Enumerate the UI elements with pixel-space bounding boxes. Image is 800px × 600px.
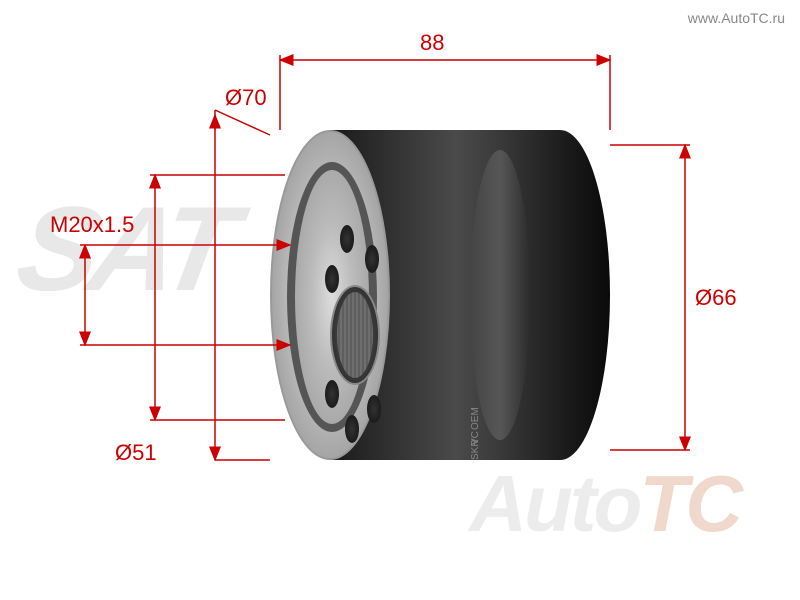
body-label-oem: OEM — [470, 407, 481, 430]
filter-endcap — [270, 130, 390, 460]
watermark-brand: SAT — [8, 180, 239, 318]
drain-hole — [325, 380, 339, 408]
thread-hole — [330, 285, 380, 385]
dim-gasket-dia: Ø51 — [115, 440, 157, 466]
watermark-url: www.AutoTC.ru — [688, 10, 785, 26]
drain-hole — [325, 265, 339, 293]
highlight — [470, 150, 530, 440]
drain-hole — [365, 245, 379, 273]
drain-hole — [340, 225, 354, 253]
dim-body-dia: Ø66 — [695, 285, 737, 311]
gasket-ring — [287, 162, 377, 432]
watermark-site: AutoTC — [469, 458, 740, 550]
oil-filter — [270, 130, 610, 460]
drain-hole — [345, 415, 359, 443]
dim-length: 88 — [420, 30, 444, 56]
dim-thread: M20x1.5 — [50, 212, 134, 238]
dim-outer-dia: Ø70 — [225, 85, 267, 111]
diagram-canvas: SAT AutoTC 88 Ø70 M — [0, 0, 800, 600]
body-label-skr: SKR — [470, 439, 481, 460]
drain-hole — [367, 395, 381, 423]
thread-pattern — [337, 292, 373, 378]
